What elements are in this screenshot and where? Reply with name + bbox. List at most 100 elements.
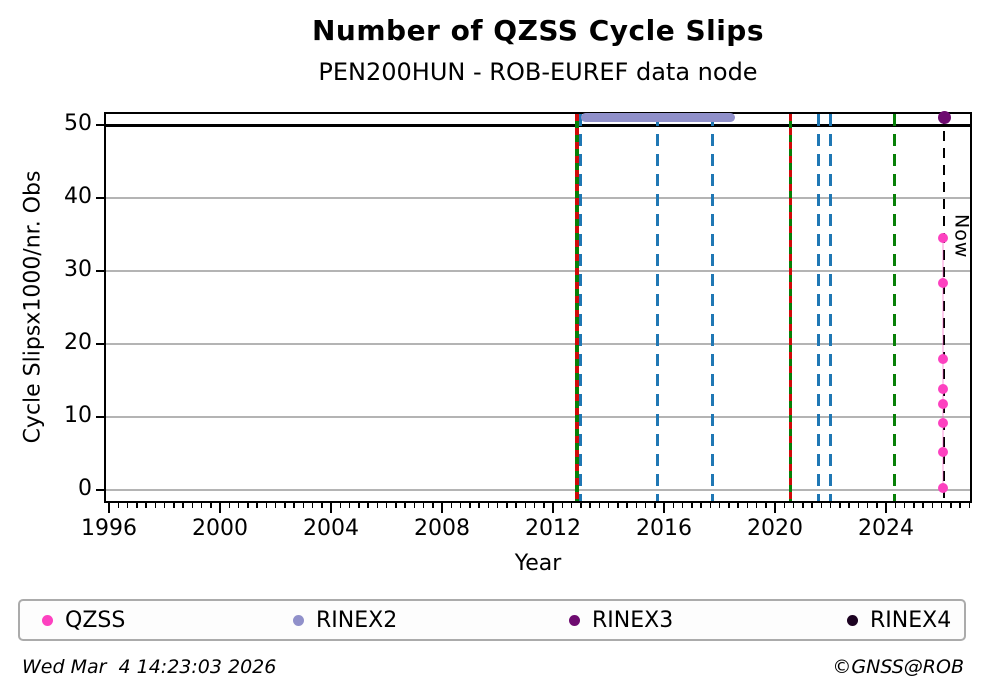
- qzss-point: [937, 353, 948, 364]
- qzss-point: [937, 383, 948, 394]
- x-minor-tick: [228, 503, 230, 508]
- x-minor-tick: [478, 503, 480, 508]
- x-minor-tick: [802, 503, 804, 508]
- x-minor-tick: [154, 503, 156, 508]
- x-minor-tick: [274, 503, 277, 508]
- qzss-point: [937, 482, 948, 493]
- x-minor-tick: [432, 503, 434, 508]
- x-minor-tick: [293, 503, 295, 508]
- x-tick: [441, 503, 443, 513]
- x-tick-label: 2024: [858, 516, 914, 541]
- x-minor-tick: [866, 503, 869, 508]
- x-tick-label: 2016: [636, 516, 692, 541]
- x-tick: [774, 503, 776, 513]
- qzss-point: [937, 233, 948, 244]
- plot-area: Now: [104, 111, 972, 503]
- x-minor-tick: [848, 503, 850, 508]
- x-minor-tick: [376, 503, 378, 508]
- x-minor-tick: [126, 503, 129, 508]
- y-tick: [96, 343, 104, 345]
- y-tick: [96, 197, 104, 199]
- x-minor-tick: [469, 503, 471, 508]
- x-minor-tick: [876, 503, 878, 508]
- x-minor-tick: [321, 503, 323, 508]
- x-axis-label: Year: [514, 551, 562, 576]
- legend-label: RINEX4: [870, 607, 952, 633]
- event-line: [788, 114, 793, 501]
- x-minor-tick: [783, 503, 785, 508]
- x-tick-label: 1996: [81, 516, 137, 541]
- x-tick: [108, 503, 110, 513]
- now-line: [942, 114, 946, 501]
- x-minor-tick: [561, 503, 563, 508]
- x-minor-tick: [913, 503, 915, 508]
- qzss-point: [937, 447, 948, 458]
- x-minor-tick: [709, 503, 711, 508]
- x-minor-tick: [681, 503, 684, 508]
- x-minor-tick: [404, 503, 406, 508]
- x-minor-tick: [459, 503, 462, 508]
- x-minor-tick: [968, 503, 970, 508]
- x-minor-tick: [487, 503, 489, 508]
- qzss-point: [937, 417, 948, 428]
- x-minor-tick: [339, 503, 341, 508]
- event-line: [575, 114, 579, 501]
- x-minor-tick: [302, 503, 304, 508]
- qzss-point: [937, 398, 948, 409]
- x-minor-tick: [617, 503, 619, 508]
- y-gridline: [106, 270, 970, 272]
- x-minor-tick: [940, 503, 943, 508]
- x-minor-tick: [247, 503, 249, 508]
- x-tick: [885, 503, 887, 513]
- event-line: [892, 114, 896, 501]
- x-tick: [663, 503, 665, 513]
- rinex2-line: [580, 113, 735, 123]
- x-minor-tick: [358, 503, 360, 508]
- x-minor-tick: [950, 503, 952, 508]
- legend: QZSS RINEX2 RINEX3 RINEX4: [18, 599, 966, 641]
- x-minor-tick: [654, 503, 656, 508]
- x-tick-label: 2004: [303, 516, 359, 541]
- y-gridline: [106, 197, 970, 199]
- x-minor-tick: [598, 503, 600, 508]
- x-minor-tick: [265, 503, 267, 508]
- x-minor-tick: [191, 503, 193, 508]
- rinex2-marker-icon: [293, 614, 304, 626]
- legend-item-rinex3: RINEX3: [569, 601, 673, 639]
- chart-title: Number of QZSS Cycle Slips: [311, 14, 765, 47]
- x-minor-tick: [117, 503, 119, 508]
- x-minor-tick: [200, 503, 203, 508]
- x-minor-tick: [626, 503, 628, 508]
- x-minor-tick: [311, 503, 314, 508]
- rinex3-marker-icon: [569, 614, 580, 626]
- x-minor-tick: [237, 503, 240, 508]
- x-tick-label: 2020: [747, 516, 803, 541]
- x-minor-tick: [422, 503, 425, 508]
- x-minor-tick: [903, 503, 906, 508]
- x-minor-tick: [765, 503, 767, 508]
- legend-item-rinex4: RINEX4: [847, 601, 951, 639]
- legend-item-rinex2: RINEX2: [293, 601, 397, 639]
- y-tick-label: 20: [64, 330, 92, 355]
- x-minor-tick: [607, 503, 610, 508]
- y-gridline: [106, 343, 970, 345]
- x-minor-tick: [829, 503, 832, 508]
- y-gridline: [106, 489, 970, 491]
- y-tick: [96, 270, 104, 272]
- x-minor-tick: [145, 503, 147, 508]
- chart-subtitle: PEN200HUN - ROB-EUREF data node: [318, 58, 758, 86]
- x-minor-tick: [210, 503, 212, 508]
- y-tick-label: 40: [64, 184, 92, 209]
- threshold-line: [106, 123, 970, 127]
- x-minor-tick: [959, 503, 961, 508]
- x-tick-label: 2012: [525, 516, 581, 541]
- x-minor-tick: [533, 503, 536, 508]
- y-tick-label: 50: [64, 111, 92, 136]
- x-minor-tick: [580, 503, 582, 508]
- x-minor-tick: [163, 503, 166, 508]
- y-gridline: [106, 416, 970, 418]
- x-minor-tick: [543, 503, 545, 508]
- y-tick-label: 0: [78, 476, 92, 501]
- x-tick-label: 2000: [192, 516, 248, 541]
